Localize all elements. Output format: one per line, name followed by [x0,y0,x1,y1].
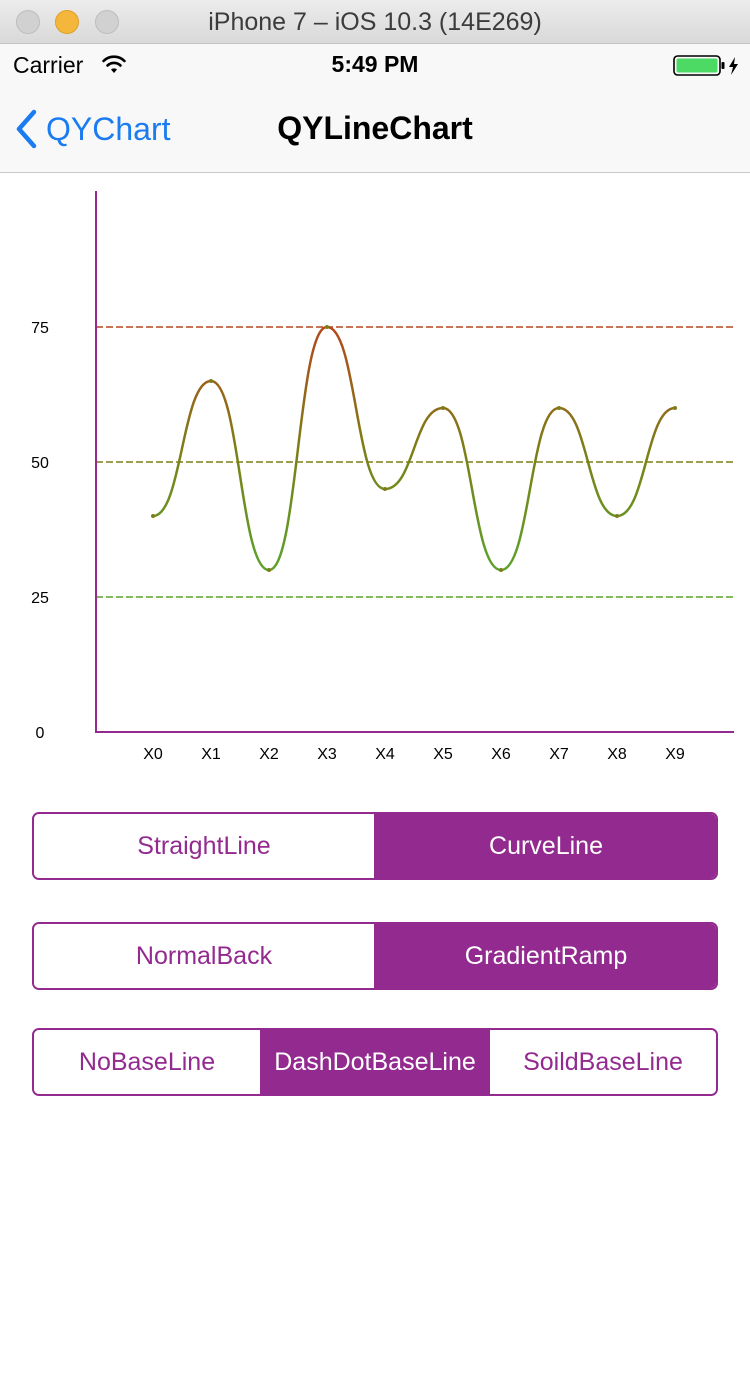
chevron-left-icon [16,109,37,149]
data-point-X2 [267,568,271,572]
segment-solid-baseline[interactable]: SoildBaseLine [488,1030,716,1094]
navigation-bar: QYChart QYLineChart [0,86,750,173]
page-title: QYLineChart [277,110,473,146]
battery-icon [673,55,738,76]
y-tick-label: 50 [31,455,49,472]
y-tick-label: 25 [31,590,49,607]
x-tick-label: X9 [665,746,685,763]
y-tick-label: 75 [31,320,49,337]
window-title: iPhone 7 – iOS 10.3 (14E269) [208,8,542,36]
back-button[interactable]: QYChart [14,106,170,152]
line-type-control: StraightLine CurveLine [32,812,718,880]
x-tick-label: X7 [549,746,569,763]
window-minimize-button[interactable] [55,10,79,34]
data-point-X3 [325,325,329,329]
segment-no-baseline[interactable]: NoBaseLine [34,1030,260,1094]
y-tick-label: 0 [36,725,45,742]
segment-dash-dot-baseline[interactable]: DashDotBaseLine [260,1030,488,1094]
data-point-X1 [209,379,213,383]
carrier-label: Carrier [13,52,84,78]
simulator-title-bar: iPhone 7 – iOS 10.3 (14E269) [0,0,750,44]
series-line [152,325,676,572]
baseline-control: NoBaseLine DashDotBaseLine SoildBaseLine [32,1028,718,1096]
segment-normal-back[interactable]: NormalBack [34,924,374,988]
data-point-X0 [151,514,155,518]
x-tick-label: X4 [375,746,395,763]
segment-straight-line[interactable]: StraightLine [34,814,374,878]
x-tick-label: X1 [201,746,221,763]
x-tick-label: X8 [607,746,627,763]
line-chart: 0 25 50 75 X0 X1 X2 X3 X4 X5 X6 X7 X8 X9 [31,191,734,763]
wifi-icon [102,55,126,73]
status-bar: Carrier 5:49 PM [0,44,750,86]
x-tick-label: X6 [491,746,511,763]
data-point-X4 [383,487,387,491]
x-tick-label: X0 [143,746,163,763]
status-time: 5:49 PM [331,51,419,77]
x-tick-label: X2 [259,746,279,763]
window-close-button[interactable] [16,10,40,34]
x-tick-label: X5 [433,746,453,763]
background-control: NormalBack GradientRamp [32,922,718,990]
data-point-X9 [673,406,677,410]
x-tick-label: X3 [317,746,337,763]
data-point-X5 [441,406,445,410]
segment-curve-line[interactable]: CurveLine [374,814,716,878]
back-button-label: QYChart [46,110,171,147]
segment-gradient-ramp[interactable]: GradientRamp [374,924,716,988]
data-point-X8 [615,514,619,518]
data-point-X6 [499,568,503,572]
data-point-X7 [557,406,561,410]
window-zoom-button[interactable] [95,10,119,34]
